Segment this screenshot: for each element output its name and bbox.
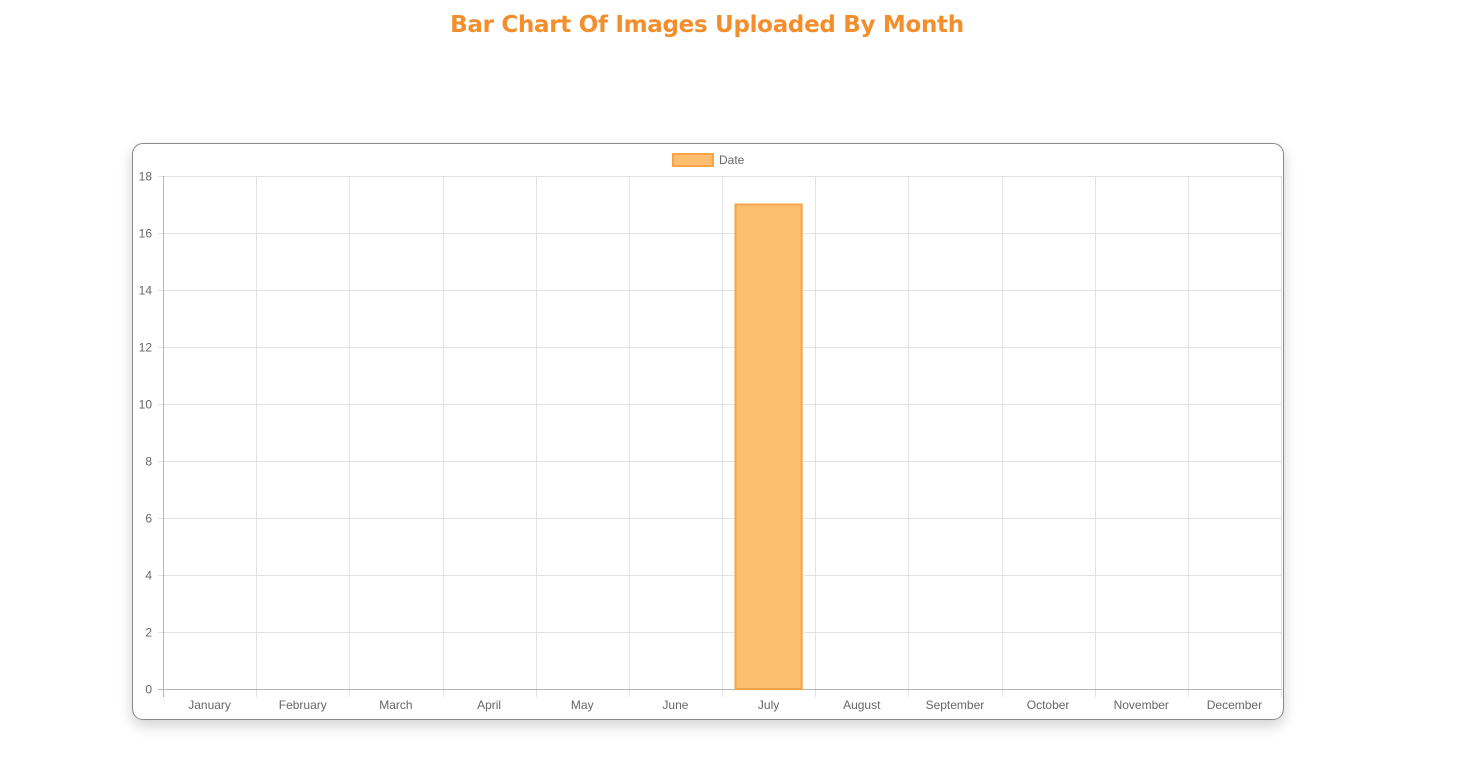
legend: Date xyxy=(672,153,745,167)
x-tick-label: December xyxy=(1207,698,1262,712)
legend-swatch xyxy=(672,153,714,167)
y-tick-label: 10 xyxy=(139,398,153,412)
axes xyxy=(158,176,1281,697)
x-tick-label: November xyxy=(1114,698,1169,712)
x-tick-label: August xyxy=(843,698,881,712)
y-tick-label: 14 xyxy=(139,284,153,298)
bar xyxy=(734,203,803,690)
x-tick-label: March xyxy=(379,698,412,712)
bar-chart: 0 2 4 6 8 10 12 14 16 18 January February March Apri… xyxy=(139,153,1282,712)
y-tick-labels: 0 2 4 6 8 10 12 14 16 18 xyxy=(139,170,153,697)
grid-lines xyxy=(158,176,1282,697)
x-tick-label: April xyxy=(477,698,501,712)
page-title: Bar Chart Of Images Uploaded By Month xyxy=(450,12,964,38)
y-tick-label: 18 xyxy=(139,170,153,184)
y-tick-label: 4 xyxy=(145,569,152,583)
x-tick-label: July xyxy=(758,698,779,712)
x-tick-labels: January February March April May June July Augu… xyxy=(188,698,1262,712)
y-tick-label: 6 xyxy=(145,512,152,526)
x-tick-label: September xyxy=(926,698,985,712)
bars xyxy=(734,203,803,690)
chart-card: 0 2 4 6 8 10 12 14 16 18 January February March Apri… xyxy=(132,143,1284,720)
y-tick-label: 0 xyxy=(145,683,152,697)
y-tick-label: 16 xyxy=(139,227,153,241)
y-tick-label: 12 xyxy=(139,341,153,355)
x-tick-label: February xyxy=(279,698,327,712)
y-tick-label: 8 xyxy=(145,455,152,469)
x-tick-label: October xyxy=(1027,698,1070,712)
legend-label: Date xyxy=(719,153,745,167)
x-tick-label: May xyxy=(571,698,594,712)
x-tick-label: January xyxy=(188,698,231,712)
x-tick-label: June xyxy=(662,698,688,712)
y-tick-label: 2 xyxy=(145,626,152,640)
